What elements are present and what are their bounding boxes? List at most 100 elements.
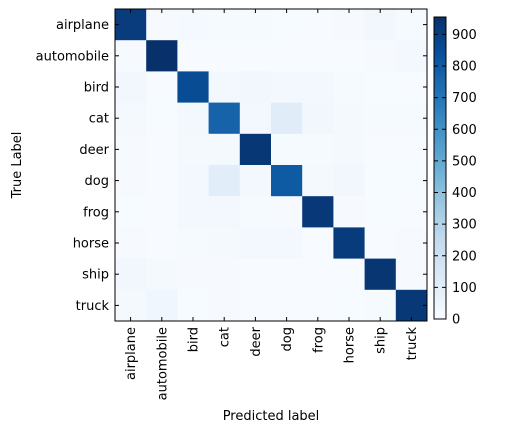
heatmap-cell-horse-deer [239,227,272,260]
heatmap-cell-ship-truck [395,258,428,291]
heatmap-cell-cat-airplane [115,102,147,135]
heatmap-cell-automobile-deer [239,40,272,72]
heatmap-cell-frog-deer [239,196,272,228]
heatmap-cell-dog-cat [208,165,241,197]
heatmap-cell-deer-truck [395,133,428,166]
plot-frame [114,8,428,322]
heatmap-cell-frog-airplane [115,196,147,228]
heatmap-cell-automobile-ship [364,40,397,72]
heatmap-cell-truck-bird [177,289,210,322]
y-tick-label: deer [79,143,109,158]
heatmap-cell-deer-dog [271,133,303,166]
heatmap-cell-deer-automobile [146,133,178,166]
heatmap-cell-dog-dog [271,165,303,197]
heatmap-cell-automobile-automobile [146,40,178,72]
heatmap-cell-automobile-truck [395,40,428,72]
heatmap-cell-frog-dog [271,196,303,228]
heatmap-cell-bird-ship [364,71,397,104]
heatmap-cell-airplane-automobile [146,9,178,41]
heatmap-cell-dog-bird [177,165,210,197]
colorbar-tick-label: 600 [452,123,477,138]
heatmap-cell-automobile-cat [208,40,241,72]
heatmap-cell-horse-ship [364,227,397,260]
heatmap-cell-deer-horse [333,133,366,166]
heatmap-cell-airplane-truck [395,9,428,41]
heatmap-cell-cat-ship [364,102,397,135]
y-tick-label: truck [76,299,110,314]
heatmap-cell-frog-truck [395,196,428,228]
heatmap-cell-ship-airplane [115,258,147,291]
heatmap-cell-dog-deer [239,165,272,197]
heatmap-cell-ship-ship [364,258,397,291]
heatmap-cell-deer-ship [364,133,397,166]
x-tick-label: horse [343,327,358,363]
heatmap-cell-automobile-bird [177,40,210,72]
x-tick-label: frog [311,327,326,353]
colorbar-tick-label: 900 [452,28,477,43]
heatmap-cell-dog-airplane [115,165,147,197]
heatmap-cell-dog-horse [333,165,366,197]
y-tick-label: cat [89,112,109,127]
colorbar-tick-label: 400 [452,186,477,201]
heatmap-cell-airplane-airplane [115,9,147,41]
x-tick-label: cat [218,327,233,347]
heatmap-cell-truck-dog [271,289,303,322]
heatmap-cells [115,9,428,322]
colorbar-tick-label: 800 [452,60,477,75]
x-tick-label: bird [187,327,202,352]
heatmap-cell-truck-frog [302,289,334,322]
colorbar [433,16,447,320]
heatmap-cell-horse-dog [271,227,303,260]
heatmap-cell-horse-frog [302,227,334,260]
heatmap-cell-deer-deer [239,133,272,166]
heatmap-cell-frog-bird [177,196,210,228]
heatmap-cell-frog-ship [364,196,397,228]
heatmap-cell-ship-cat [208,258,241,291]
x-tick-label: deer [249,326,264,356]
y-tick-label: airplane [56,18,109,33]
x-tick-label: ship [374,327,389,354]
heatmap-cell-bird-airplane [115,71,147,104]
heatmap-cell-airplane-dog [271,9,303,41]
heatmap-cell-cat-frog [302,102,334,135]
x-axis-label: Predicted label [223,409,320,424]
heatmap-cell-ship-deer [239,258,272,291]
heatmap-cell-cat-truck [395,102,428,135]
colorbar-tick-label: 200 [452,249,477,264]
heatmap-cell-dog-ship [364,165,397,197]
heatmap-cell-bird-deer [239,71,272,104]
heatmap-cell-deer-bird [177,133,210,166]
heatmap-cell-dog-truck [395,165,428,197]
y-tick-label: bird [84,81,109,96]
heatmap-cell-airplane-cat [208,9,241,41]
heatmap-cell-deer-airplane [115,133,147,166]
y-tick-label: automobile [36,49,109,64]
heatmap-cell-automobile-horse [333,40,366,72]
heatmap-cell-bird-truck [395,71,428,104]
heatmap-cell-truck-ship [364,289,397,322]
heatmap-cell-deer-cat [208,133,241,166]
heatmap-cell-truck-cat [208,289,241,322]
heatmap-cell-dog-automobile [146,165,178,197]
heatmap-cell-frog-cat [208,196,241,228]
heatmap-cell-bird-horse [333,71,366,104]
heatmap-cell-cat-dog [271,102,303,135]
colorbar-ticks: 0 100 200 300 400 500 600 700 800 900 [434,28,477,328]
x-tick-label: airplane [124,327,139,380]
heatmap-cell-bird-cat [208,71,241,104]
heatmap-cell-cat-horse [333,102,366,135]
colorbar-tick-label: 500 [452,154,477,169]
x-axis-ticks: airplane automobile bird cat deer dog frog hors… [124,9,420,400]
heatmap-cell-horse-bird [177,227,210,260]
heatmap-cell-frog-frog [302,196,334,228]
y-tick-label: dog [85,174,109,189]
heatmap-cell-ship-automobile [146,258,178,291]
colorbar-tick-label: 100 [452,281,477,296]
heatmap-cell-cat-bird [177,102,210,135]
heatmap-cell-truck-deer [239,289,272,322]
heatmap-cell-ship-frog [302,258,334,291]
heatmap-cell-airplane-ship [364,9,397,41]
heatmap-cell-automobile-dog [271,40,303,72]
